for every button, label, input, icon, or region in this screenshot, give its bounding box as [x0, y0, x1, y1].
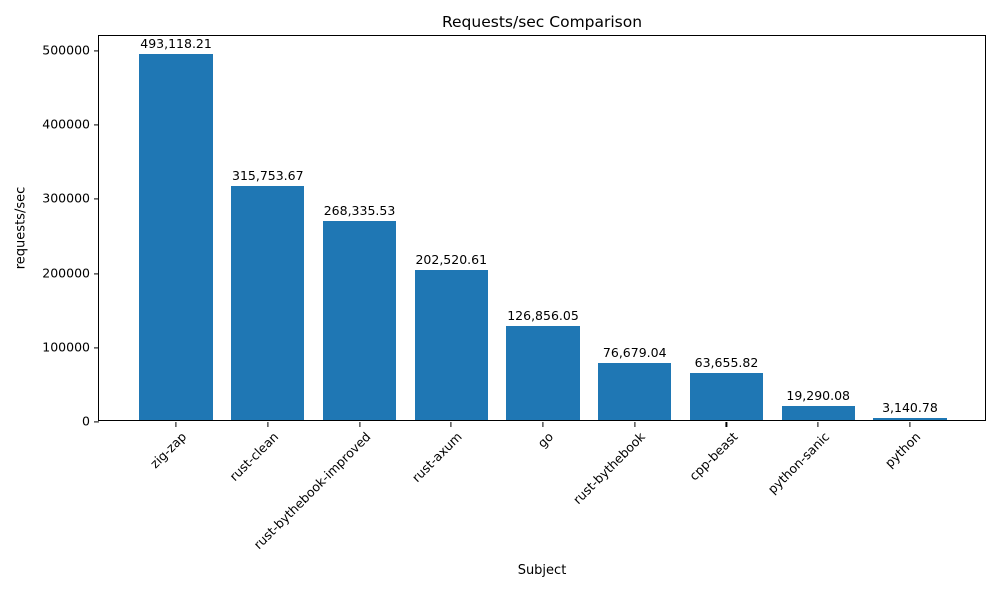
x-axis-label: Subject: [517, 563, 567, 578]
y-tick-label: 100000: [42, 339, 90, 355]
y-tick-mark: [94, 272, 99, 275]
bar-rust-bythebook: [598, 363, 672, 420]
bar-value-label: 76,679.04: [602, 345, 667, 361]
x-tick-label: rust-clean: [226, 429, 282, 484]
bar-value-label: 202,520.61: [415, 251, 488, 267]
x-tick-mark: [634, 422, 636, 427]
bar-rust-axum: [414, 269, 488, 420]
bar-value-label: 268,335.53: [323, 202, 396, 218]
bar-value-label: 19,290.08: [786, 387, 851, 403]
bar-value-label: 493,118.21: [140, 35, 212, 51]
y-tick-label: 0: [82, 413, 90, 429]
plot-area: 493,118.21 315,753.67 268,335.53 202,520.61…: [94, 35, 986, 427]
bar-rust-bythebook-improved: [322, 220, 397, 420]
y-tick-mark: [94, 421, 99, 423]
x-tick-label: rust-axum: [408, 429, 465, 485]
x-tick-label: rust-bythebook: [570, 429, 649, 508]
y-tick-label: 500000: [42, 42, 90, 58]
bar-python: [873, 417, 947, 420]
x-tick-label: cpp-beast: [685, 429, 741, 484]
x-tick-mark: [542, 422, 544, 427]
x-tick-label: python-sanic: [764, 429, 832, 497]
bar-value-label: 126,856.05: [507, 307, 579, 323]
bar-value-label: 3,140.78: [882, 399, 938, 415]
chart-title: Requests/sec Comparison: [441, 13, 643, 31]
x-tick-mark: [358, 422, 361, 427]
bar-cpp-beast: [689, 372, 764, 420]
y-tick-label: 300000: [42, 190, 90, 206]
x-tick-mark: [725, 422, 728, 427]
x-tick-label: python: [882, 429, 924, 471]
bar-rust-clean: [231, 185, 305, 420]
x-tick-mark: [175, 422, 177, 427]
bar-value-label: 315,753.67: [231, 167, 304, 183]
y-tick-label: 400000: [42, 116, 90, 132]
x-tick-mark: [817, 422, 819, 427]
y-tick-mark: [94, 124, 99, 126]
x-tick-label: go: [534, 429, 557, 451]
bar-value-label: 63,655.82: [694, 354, 759, 370]
x-tick-mark: [450, 422, 452, 427]
x-tick-mark: [267, 422, 269, 427]
y-tick-mark: [94, 198, 99, 200]
y-tick-mark: [94, 347, 99, 349]
x-tick-mark: [909, 422, 911, 427]
x-tick-label: zig-zap: [147, 429, 190, 472]
y-tick-label: 200000: [42, 265, 90, 281]
y-tick-mark: [94, 50, 99, 52]
bar-python-sanic: [781, 405, 855, 420]
bar-go: [506, 325, 580, 420]
bar-zig-zap: [139, 53, 213, 420]
